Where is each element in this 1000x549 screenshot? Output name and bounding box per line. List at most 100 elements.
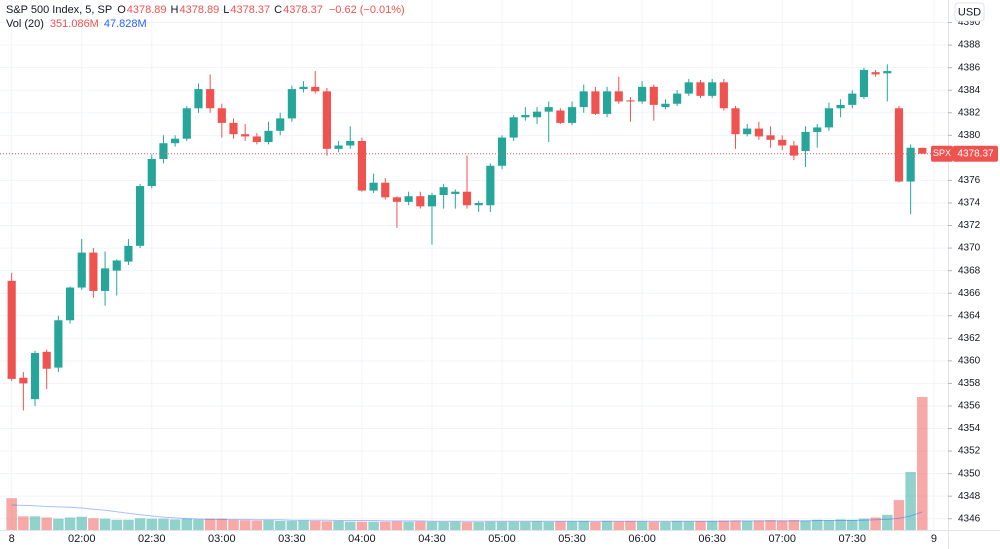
volume-bar (835, 519, 846, 530)
ohlc-letter: H (171, 4, 179, 16)
currency-button-box[interactable] (954, 2, 985, 22)
volume-bar (648, 521, 660, 530)
volume-bar (823, 520, 835, 530)
x-tick-label: 07:30 (839, 533, 867, 545)
x-tick-label: 03:00 (208, 533, 236, 545)
y-tick-label: 4362 (958, 333, 981, 344)
volume-bar (800, 520, 811, 530)
currency-label[interactable]: USD (958, 6, 981, 18)
volume-bar (53, 518, 64, 530)
volume-bar (88, 518, 99, 530)
symbol-tag (931, 145, 953, 162)
volume-bar (41, 517, 52, 530)
volume-bar (671, 520, 683, 530)
volume-bar (741, 520, 753, 530)
volume-bar (134, 518, 146, 530)
volume-bar (613, 521, 625, 530)
legend: S&P 500 Index, 5, SP Vol (20) 351.086M 4… (6, 4, 147, 30)
candle-body (848, 93, 857, 105)
x-tick-label: 02:30 (138, 533, 166, 545)
candle-body (392, 197, 402, 202)
candle-body (439, 187, 448, 196)
ohlc-value: 4378.89 (127, 4, 167, 16)
x-tick-label: 06:30 (698, 533, 726, 545)
volume-bar (391, 521, 403, 530)
candle-body (42, 351, 51, 369)
candle-body (322, 91, 331, 149)
volume-bar (239, 520, 251, 530)
candle-body (813, 127, 822, 132)
candle-body (229, 122, 238, 135)
volume-bar (847, 519, 858, 530)
candle-body (311, 86, 320, 92)
candle-body (544, 107, 553, 112)
currency-button[interactable]: USD (954, 2, 985, 22)
candle-body (708, 82, 717, 96)
volume-bar (461, 522, 473, 530)
candle-body (497, 137, 507, 166)
candle-body (918, 147, 927, 154)
volume-bar (298, 520, 309, 530)
candle-body (696, 82, 705, 96)
volume-bar (660, 521, 671, 530)
candle-body (836, 104, 845, 109)
candle-body (871, 72, 880, 75)
ohlc-letter: C (274, 4, 282, 16)
candle-body (801, 131, 810, 152)
volume-bar (520, 521, 531, 530)
candle-body (614, 91, 623, 102)
volume-bar (636, 521, 648, 530)
volume-bar (811, 519, 823, 530)
volume-bar (858, 518, 870, 530)
volume-bar (450, 521, 461, 530)
candle-body (171, 138, 180, 144)
y-tick-label: 4364 (958, 310, 981, 321)
candle-body (462, 191, 472, 206)
volume-bar (228, 519, 239, 530)
volume-bar (753, 520, 765, 530)
y-tick-label: 4380 (958, 130, 981, 141)
volume-bar (403, 521, 414, 530)
candle-body (883, 71, 892, 74)
x-tick-label: 02:00 (68, 533, 96, 545)
volume-bar (625, 520, 636, 530)
candle-body (299, 86, 308, 90)
volume-bar (6, 498, 17, 530)
volume-bar (169, 519, 181, 530)
candle-body (521, 115, 530, 118)
volume-bar (123, 519, 134, 530)
volume-pane (6, 397, 928, 530)
candle-body (381, 182, 390, 198)
volume-bar (590, 521, 601, 530)
y-tick-label: 4360 (958, 355, 981, 366)
candle-body (638, 86, 647, 102)
volume-bar (321, 521, 333, 530)
volume-bar (917, 397, 928, 530)
volume-bar (251, 520, 263, 530)
volume-bar (64, 517, 76, 530)
candle-body (859, 69, 869, 97)
x-tick-label: 05:00 (488, 533, 516, 545)
volume-bar (99, 518, 111, 530)
candle-body (906, 147, 915, 182)
volume-bar (111, 519, 123, 530)
candle-body (287, 89, 296, 119)
volume-bar (601, 520, 613, 530)
volume-bar (274, 520, 286, 530)
candle-body (7, 280, 16, 379)
y-tick-label: 4346 (958, 513, 981, 524)
candle-body (112, 260, 121, 271)
x-tick-label: 04:00 (348, 533, 376, 545)
volume-bar (566, 521, 578, 530)
candle-body (206, 89, 215, 109)
volume-bar (204, 518, 216, 530)
volume-bar (216, 518, 228, 530)
volume-bar (706, 520, 718, 530)
volume-ma-line (11, 504, 923, 522)
candle-body (824, 108, 834, 128)
y-tick-label: 4388 (958, 40, 981, 51)
volume-bar (263, 520, 274, 530)
volume-name: Vol (20) (6, 18, 44, 30)
chart-title: S&P 500 Index, 5, SP (6, 4, 112, 16)
